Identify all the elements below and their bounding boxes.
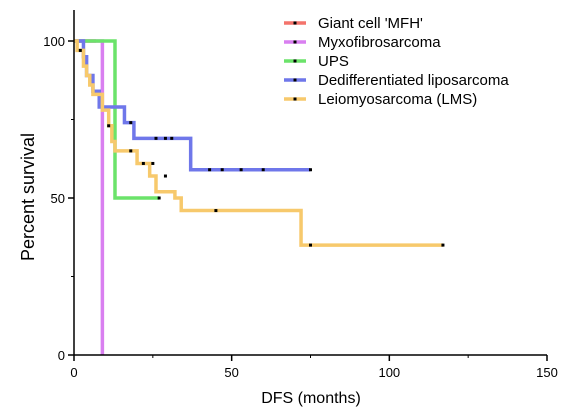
legend-marker-myxofibrosarcoma <box>293 40 297 44</box>
legend-marker-ups <box>293 59 297 63</box>
y-tick-label: 50 <box>51 191 65 206</box>
censor-mark-dedifferentiated-liposarcoma <box>239 168 243 172</box>
censor-mark-leiomyosarcoma-lms <box>214 209 218 213</box>
censor-mark-leiomyosarcoma-lms <box>107 124 111 128</box>
legend-label-dedifferentiated-liposarcoma: Dedifferentiated liposarcoma <box>318 72 509 89</box>
legend-marker-leiomyosarcoma-lms <box>293 97 297 101</box>
censor-mark-leiomyosarcoma-lms <box>78 48 82 52</box>
axes: 0 50 100 150 0 50 100 <box>43 10 558 380</box>
censor-mark-ups <box>157 196 161 200</box>
censor-mark-dedifferentiated-liposarcoma <box>170 136 174 140</box>
legend-label-myxofibrosarcoma: Myxofibrosarcoma <box>318 34 441 51</box>
censor-mark-leiomyosarcoma-lms <box>151 161 155 165</box>
legend-label-leiomyosarcoma-lms: Leiomyosarcoma (LMS) <box>318 91 477 108</box>
censor-mark-dedifferentiated-liposarcoma <box>129 121 133 125</box>
x-tick-label: 150 <box>536 365 558 380</box>
series-line-dedifferentiated-liposarcoma <box>74 39 311 172</box>
series-line-ups <box>74 39 160 200</box>
censor-mark-dedifferentiated-liposarcoma <box>261 168 265 172</box>
y-axis-title: Percent survival <box>18 133 38 261</box>
censor-mark-dedifferentiated-liposarcoma <box>208 168 212 172</box>
series-line-myxofibrosarcoma <box>74 39 105 355</box>
x-tick-label: 100 <box>378 365 400 380</box>
censor-mark-leiomyosarcoma-lms <box>163 174 167 178</box>
censor-mark-dedifferentiated-liposarcoma <box>220 168 224 172</box>
legend-marker-dedifferentiated-liposarcoma <box>293 78 297 82</box>
series-layer <box>74 39 445 355</box>
censor-mark-dedifferentiated-liposarcoma <box>309 168 312 172</box>
censor-mark-leiomyosarcoma-lms <box>129 149 133 153</box>
y-tick-label: 100 <box>43 34 65 49</box>
x-tick-label: 50 <box>224 365 238 380</box>
legend-marker-giant-cell-mfh <box>293 21 297 25</box>
series-line-leiomyosarcoma-lms <box>74 39 443 247</box>
censor-mark-dedifferentiated-liposarcoma <box>163 136 167 140</box>
x-tick-label: 0 <box>70 365 77 380</box>
censor-mark-dedifferentiated-liposarcoma <box>154 136 158 140</box>
y-tick-label: 0 <box>58 348 65 363</box>
legend: Giant cell 'MFH' Myxofibrosarcoma UPS Dedif… <box>284 15 509 108</box>
legend-label-ups: UPS <box>318 53 349 70</box>
x-axis-title: DFS (months) <box>261 390 361 407</box>
censor-mark-leiomyosarcoma-lms <box>141 161 145 165</box>
legend-label-giant-cell-mfh: Giant cell 'MFH' <box>318 15 423 32</box>
censor-mark-leiomyosarcoma-lms <box>309 243 312 247</box>
censor-mark-leiomyosarcoma-lms <box>441 243 445 247</box>
